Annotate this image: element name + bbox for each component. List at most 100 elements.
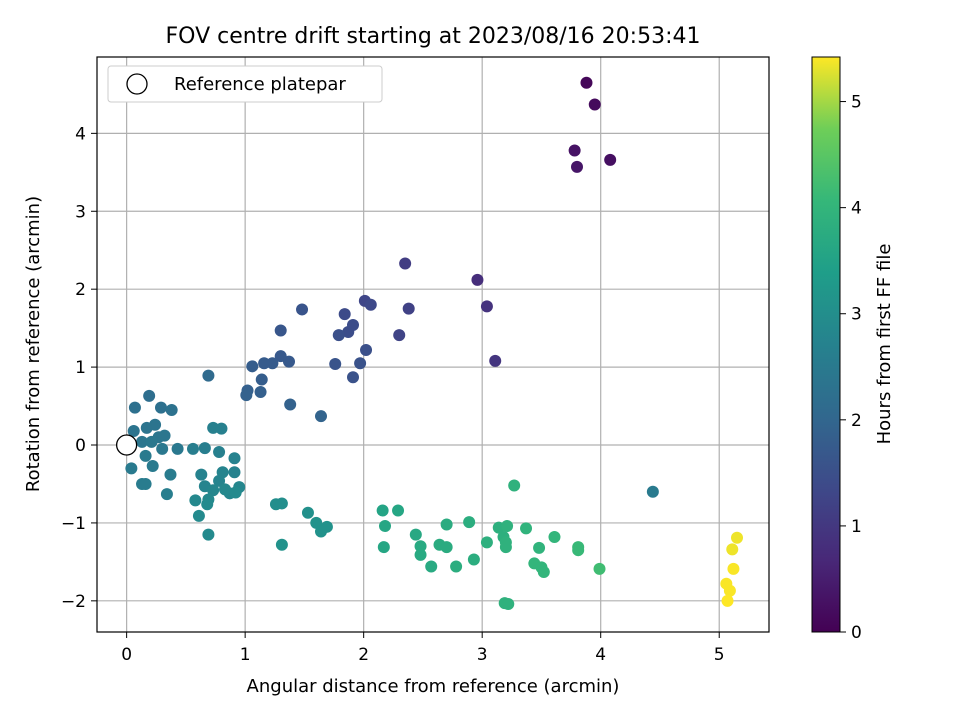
colorbar-ticks: 0 1 2 3 4 5 <box>840 93 862 643</box>
data-point <box>258 357 271 370</box>
data-point <box>315 525 327 538</box>
y-tick-label: −1 <box>61 514 86 534</box>
data-point <box>266 357 279 370</box>
data-point <box>139 477 152 490</box>
plot-frame <box>96 56 770 633</box>
data-point <box>572 544 585 557</box>
reference-marker <box>115 434 138 456</box>
data-point <box>164 468 177 481</box>
colorbar-tick-label: 1 <box>851 517 862 537</box>
x-tick-label: 1 <box>240 645 251 665</box>
data-point <box>467 553 480 566</box>
colorbar-tick-label: 5 <box>851 93 862 113</box>
data-point <box>228 452 241 465</box>
chart-title: FOV centre drift starting at 2023/08/16 … <box>166 24 701 49</box>
data-point <box>533 541 546 554</box>
data-point <box>376 504 389 517</box>
data-point <box>364 298 377 311</box>
data-point <box>721 594 734 607</box>
x-tick-label: 3 <box>477 645 488 665</box>
y-axis-ticks: −2 −1 0 1 2 3 4 <box>61 124 97 612</box>
data-point <box>463 516 476 529</box>
x-axis-label: Angular distance from reference (arcmin) <box>247 676 620 697</box>
data-point <box>354 357 367 370</box>
data-point <box>213 446 226 459</box>
data-point <box>254 386 267 399</box>
data-point <box>347 319 359 332</box>
data-point <box>450 560 463 573</box>
data-point <box>440 541 453 554</box>
x-tick-label: 2 <box>358 645 369 665</box>
data-point <box>329 357 342 370</box>
legend-box <box>107 65 383 103</box>
colorbar-tick-label: 0 <box>851 623 862 643</box>
data-point <box>508 479 521 492</box>
data-point <box>156 442 169 455</box>
data-point <box>187 442 199 455</box>
data-point <box>499 541 512 554</box>
data-point <box>377 541 390 554</box>
data-point <box>604 153 617 166</box>
data-point <box>240 389 253 402</box>
data-point <box>128 401 141 414</box>
colorbar-tick-label: 3 <box>851 305 862 325</box>
data-point <box>502 597 515 610</box>
legend: Reference platepar <box>107 65 383 103</box>
data-point <box>548 530 561 543</box>
data-point <box>301 506 314 519</box>
data-point <box>219 483 231 496</box>
data-point <box>215 422 228 435</box>
y-tick-label: −2 <box>61 592 86 612</box>
colorbar-gradient <box>811 56 841 633</box>
colorbar-tick-label: 4 <box>851 199 862 219</box>
data-point <box>332 329 345 342</box>
data-point <box>580 76 593 89</box>
data-point <box>146 460 159 473</box>
x-tick-label: 5 <box>714 645 725 665</box>
x-axis-ticks: 0 1 2 3 4 5 <box>121 632 725 665</box>
data-point <box>727 562 740 575</box>
data-point <box>480 300 493 313</box>
data-point <box>425 560 438 573</box>
y-tick-label: 3 <box>75 202 86 222</box>
data-point <box>213 474 226 487</box>
data-point <box>274 350 287 363</box>
colorbar-label: Hours from first FF file <box>874 244 895 445</box>
y-tick-label: 0 <box>75 436 86 456</box>
data-point <box>593 562 606 575</box>
data-point <box>440 518 453 531</box>
legend-marker-reference <box>126 73 148 95</box>
data-point <box>189 494 202 507</box>
y-tick-label: 4 <box>75 124 86 144</box>
data-point <box>399 257 412 270</box>
colorbar: 0 1 2 3 4 5 Hours from first FF file <box>811 56 895 643</box>
data-point <box>139 449 152 462</box>
data-point <box>275 538 288 551</box>
data-point <box>198 442 211 455</box>
data-point <box>379 520 391 533</box>
data-point <box>315 410 327 423</box>
data-point <box>149 418 162 431</box>
data-point <box>537 566 550 579</box>
x-tick-label: 4 <box>595 645 606 665</box>
data-point <box>723 584 736 597</box>
data-point <box>274 324 287 337</box>
data-point <box>160 488 173 501</box>
data-point <box>275 497 288 510</box>
data-point <box>414 540 427 553</box>
data-point <box>588 98 601 111</box>
colorbar-tick-label: 2 <box>851 411 862 431</box>
gridlines <box>97 57 769 632</box>
data-point <box>155 401 167 414</box>
data-point <box>158 429 171 442</box>
data-points <box>115 76 743 610</box>
data-point <box>338 308 351 321</box>
data-point <box>571 160 583 173</box>
data-point <box>414 548 427 561</box>
data-point <box>171 442 184 455</box>
data-point <box>726 543 739 556</box>
data-point <box>360 343 373 356</box>
data-point <box>246 360 259 373</box>
data-point <box>501 520 514 533</box>
data-point <box>392 504 405 517</box>
